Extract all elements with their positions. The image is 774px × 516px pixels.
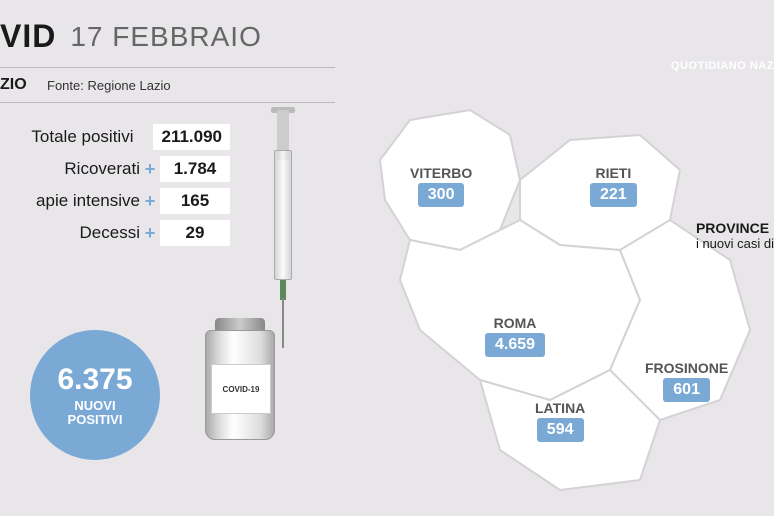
region-row: ZIO Fonte: Regione Lazio: [0, 67, 335, 103]
prov-value: 594: [537, 418, 584, 442]
prov-name: VITERBO: [410, 165, 472, 181]
lazio-map: VITERBO 300 RIETI 221 ROMA 4.659 LATINA …: [350, 80, 770, 500]
stat-row: apie intensive + 165: [0, 185, 230, 217]
vial-body: COVID-19: [205, 330, 275, 440]
plus-icon: +: [140, 159, 160, 180]
new-positives-badge: 6.375 NUOVI POSITIVI: [30, 330, 160, 460]
title-covid: VID: [0, 18, 56, 55]
side-subtitle: i nuovi casi di: [696, 236, 774, 251]
prov-value: 221: [590, 183, 637, 207]
prov-name: RIETI: [590, 165, 637, 181]
watermark: QUOTIDIANO NAZ: [671, 60, 774, 72]
stats-table: Totale positivi + 211.090 Ricoverati + 1…: [0, 121, 230, 249]
header: VID 17 FEBBRAIO: [0, 0, 774, 67]
region-source: Fonte: Regione Lazio: [47, 78, 171, 93]
prov-value: 4.659: [485, 333, 545, 357]
prov-value: 601: [663, 378, 710, 402]
title-date: 17 FEBBRAIO: [70, 21, 262, 53]
stat-value: 29: [160, 220, 230, 246]
prov-label-latina: LATINA 594: [535, 400, 585, 442]
badge-line2: POSITIVI: [68, 412, 123, 427]
prov-value: 300: [418, 183, 465, 207]
side-title: PROVINCE i nuovi casi di: [696, 220, 774, 251]
badge-line1: NUOVI: [74, 398, 115, 413]
prov-label-viterbo: VITERBO 300: [410, 165, 472, 207]
badge-number: 6.375: [57, 363, 132, 397]
stat-value: 165: [160, 188, 230, 214]
plus-icon: +: [140, 191, 160, 212]
region-label: ZIO: [0, 76, 35, 94]
prov-label-rieti: RIETI 221: [590, 165, 637, 207]
prov-name: FROSINONE: [645, 360, 728, 376]
prov-name: ROMA: [485, 315, 545, 331]
prov-label-roma: ROMA 4.659: [485, 315, 545, 357]
stat-row: Ricoverati + 1.784: [0, 153, 230, 185]
syringe-icon: [268, 110, 298, 350]
stat-value: 211.090: [153, 124, 230, 150]
syringe-tip: [280, 280, 286, 300]
syringe-needle: [282, 298, 284, 348]
side-title-text: PROVINCE: [696, 220, 774, 236]
stat-row: Decessi + 29: [0, 217, 230, 249]
vial-label: COVID-19: [211, 364, 271, 414]
badge-text: NUOVI POSITIVI: [68, 399, 123, 428]
stat-label: Totale positivi: [0, 127, 133, 147]
syringe-tube: [274, 150, 292, 280]
plus-icon: +: [140, 223, 160, 244]
stat-label: Ricoverati: [0, 159, 140, 179]
prov-label-frosinone: FROSINONE 601: [645, 360, 728, 402]
prov-name: LATINA: [535, 400, 585, 416]
vaccine-vial-icon: COVID-19: [205, 290, 275, 440]
stat-value: 1.784: [160, 156, 230, 182]
stat-row: Totale positivi + 211.090: [0, 121, 230, 153]
stat-label: apie intensive: [0, 191, 140, 211]
stat-label: Decessi: [0, 223, 140, 243]
